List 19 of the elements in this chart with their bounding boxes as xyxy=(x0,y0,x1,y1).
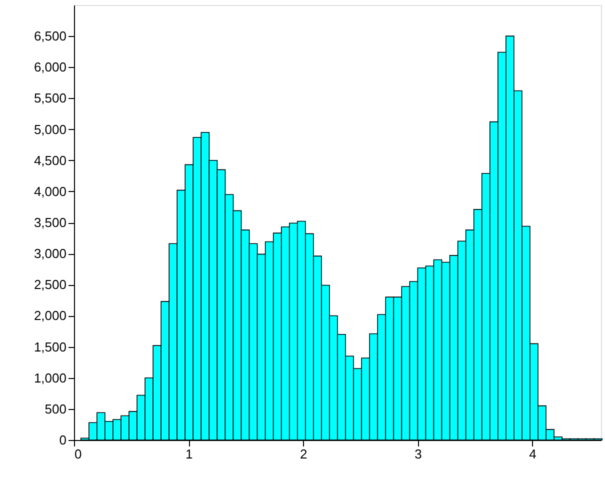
y-tick-label: 3,000 xyxy=(34,246,66,262)
y-tick-label: 4,000 xyxy=(34,184,66,199)
y-tick-label: 6,500 xyxy=(34,28,66,44)
y-tick-label: 500 xyxy=(44,401,66,416)
y-tick-label: 5,000 xyxy=(34,122,66,137)
y-tick-label: 2,500 xyxy=(34,277,66,292)
x-tick-label: 0 xyxy=(74,446,82,462)
x-tick-label: 2 xyxy=(300,446,308,462)
y-tick-label: 5,500 xyxy=(34,90,66,106)
y-tick-label: 1,500 xyxy=(34,339,66,354)
y-tick-label: 3,500 xyxy=(34,215,66,230)
x-tick-label: 1 xyxy=(185,446,193,462)
x-tick-label: 4 xyxy=(529,446,536,462)
y-tick-label: 6,000 xyxy=(34,60,66,75)
y-tick-label: 0 xyxy=(59,432,66,448)
y-tick-label: 2,000 xyxy=(34,308,66,324)
y-tick-label: 1,000 xyxy=(34,370,66,386)
y-tick-label: 4,500 xyxy=(34,152,66,168)
x-tick-label: 3 xyxy=(414,446,422,462)
